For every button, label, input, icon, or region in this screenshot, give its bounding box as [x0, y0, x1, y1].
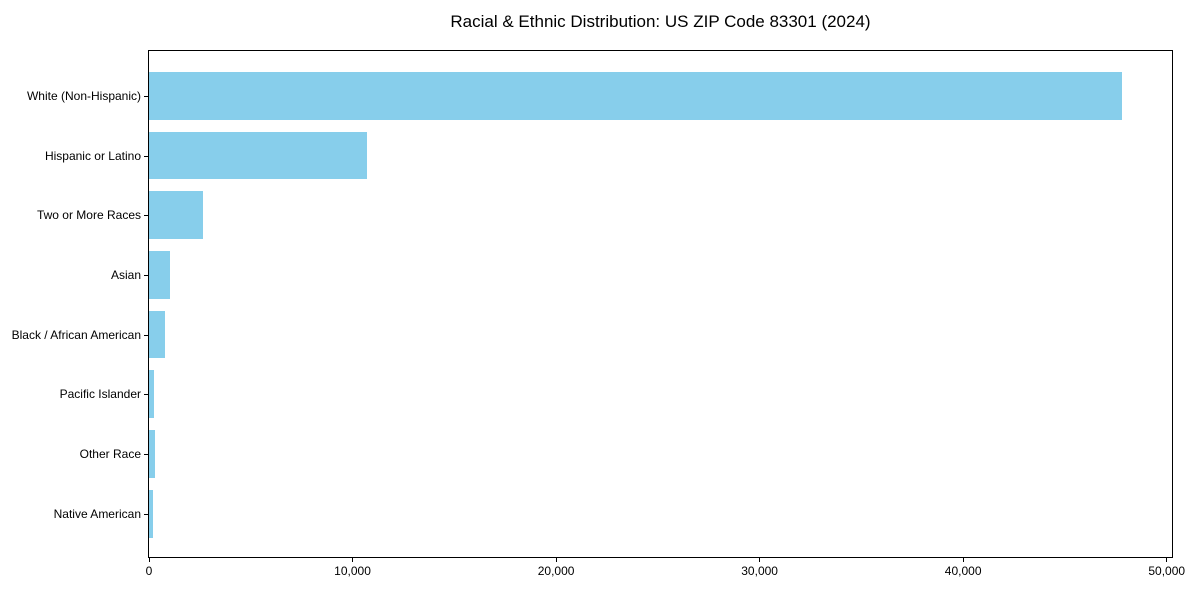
x-tick-label: 40,000: [944, 564, 982, 578]
x-tick: [1166, 557, 1168, 562]
x-tick-label: 0: [145, 564, 153, 578]
y-tick: [144, 394, 148, 396]
bar: [149, 430, 156, 478]
y-tick: [144, 95, 148, 97]
y-tick: [144, 513, 148, 515]
bar: [149, 191, 203, 240]
category-label: Pacific Islander: [59, 387, 141, 402]
x-tick: [352, 557, 354, 562]
category-label: Hispanic or Latino: [44, 148, 141, 163]
y-tick: [144, 274, 148, 276]
bar: [149, 71, 1122, 120]
y-tick: [144, 334, 148, 336]
x-tick: [555, 557, 557, 562]
bar: [149, 370, 155, 419]
x-tick: [148, 557, 150, 562]
category-label: White (Non-Hispanic): [26, 88, 141, 103]
bar: [149, 489, 154, 538]
category-label: Black / African American: [11, 327, 141, 342]
y-tick: [144, 155, 148, 157]
plot-area: White (Non-Hispanic) Hispanic or Latino Tw…: [12, 50, 1185, 578]
x-tick-label: 50,000: [1148, 564, 1186, 578]
y-tick: [144, 454, 148, 455]
category-label: Other Race: [79, 447, 141, 461]
chart-title: Racial & Ethnic Distribution: US ZIP Cod…: [450, 12, 871, 31]
bar: [149, 131, 368, 180]
x-tick-label: 10,000: [334, 564, 371, 578]
category-label: Asian: [110, 267, 141, 282]
y-tick: [144, 215, 148, 217]
x-tick-label: 30,000: [741, 564, 778, 578]
bar: [149, 310, 166, 359]
category-label: Native American: [53, 506, 141, 521]
x-tick-label: 20,000: [537, 564, 575, 578]
x-tick: [962, 557, 964, 562]
x-tick: [759, 557, 761, 562]
bar: [149, 251, 171, 299]
category-label: Two or More Races: [36, 208, 141, 223]
